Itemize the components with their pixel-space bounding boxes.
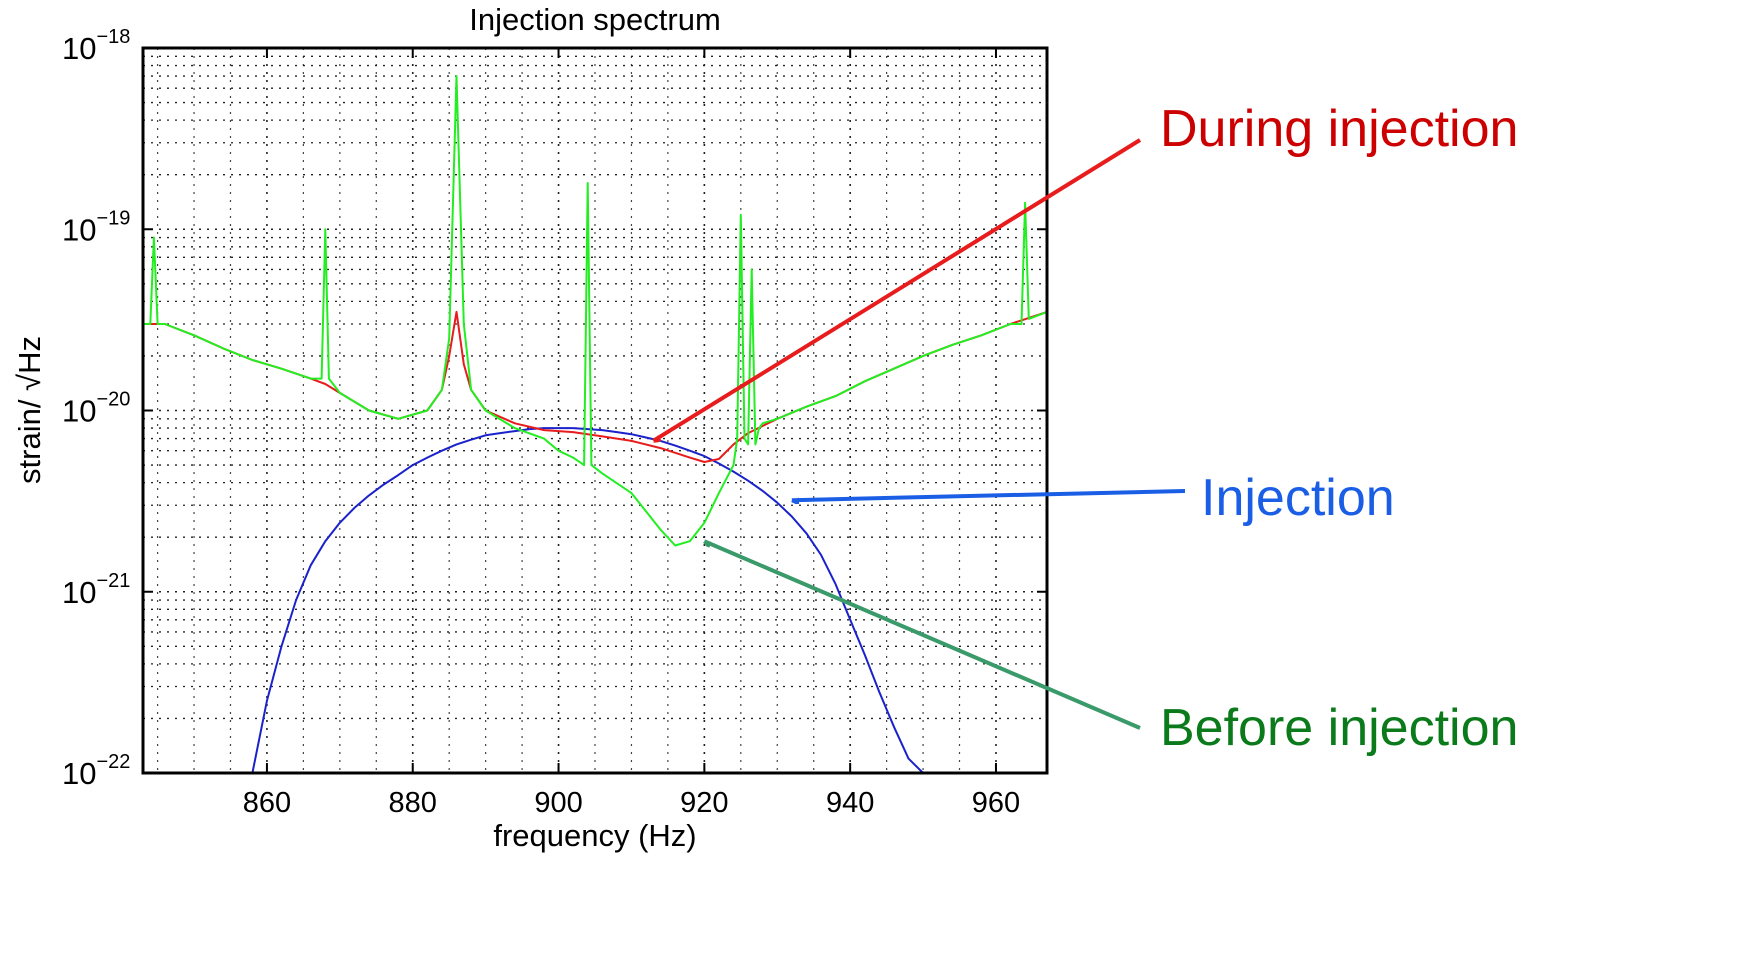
axis-ticks: 860 880 900 920 940 96010−2210−2110−2010−1910… xyxy=(62,26,1047,819)
y-axis-label: strain/ √Hz xyxy=(12,336,47,484)
y-tick-label: 10−22 xyxy=(62,751,130,791)
x-tick-label: 860 xyxy=(243,787,291,819)
annotation-label: Before injection xyxy=(1160,699,1518,757)
x-axis-label: frequency (Hz) xyxy=(493,818,696,853)
annotation-label: During injection xyxy=(1160,100,1518,158)
annotation-arrow xyxy=(652,138,1142,441)
series-line-before-injection xyxy=(143,75,1048,547)
annotations: During injection Injection Before injectio… xyxy=(652,100,1518,757)
x-tick-label: 900 xyxy=(534,787,582,819)
chart-title: Injection spectrum xyxy=(469,2,721,37)
annotation-arrow xyxy=(792,489,1186,500)
x-tick-label: 880 xyxy=(389,787,437,819)
annotation-arrow xyxy=(704,539,1141,730)
series-line-injection xyxy=(251,427,924,774)
x-tick-label: 960 xyxy=(972,787,1020,819)
annotation-label: Injection xyxy=(1201,469,1395,527)
series-lines xyxy=(143,75,1048,774)
x-tick-label: 920 xyxy=(680,787,728,819)
x-tick-label: 940 xyxy=(826,787,874,819)
